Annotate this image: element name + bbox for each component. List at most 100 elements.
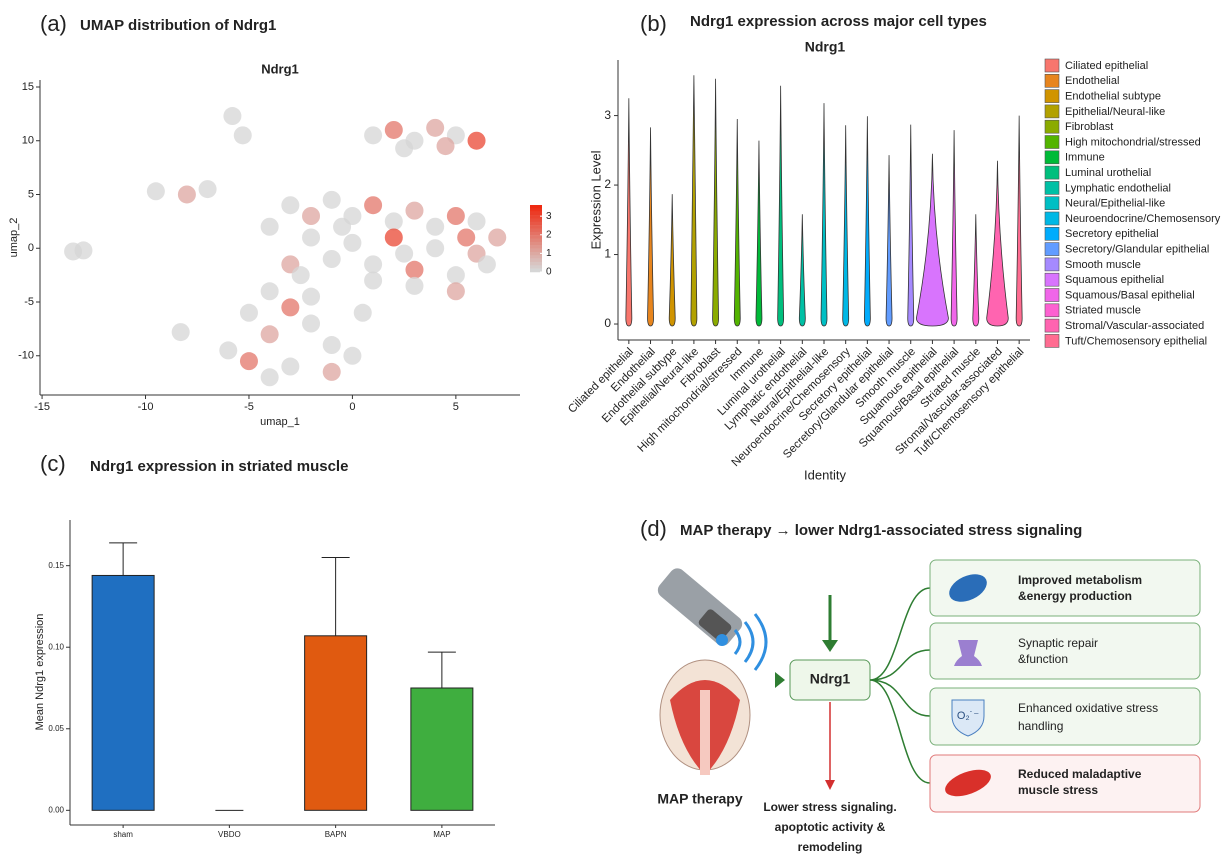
legend-label: Tuft/Chemosensory epithelial [1065, 335, 1207, 347]
x-tick-label: VBDO [218, 830, 241, 839]
point [343, 346, 362, 365]
x-axis-label: umap_1 [260, 416, 300, 428]
point [223, 107, 242, 126]
legend-swatch [1044, 334, 1060, 348]
point [281, 298, 300, 317]
violin [863, 116, 871, 327]
point [281, 357, 300, 376]
legend-label: Endothelial subtype [1065, 91, 1161, 103]
point [405, 201, 424, 220]
colorbar-label: 2 [546, 229, 552, 240]
y-tick-label: 5 [28, 188, 34, 200]
outcome: Lower stress signaling. [763, 800, 896, 814]
legend-label: Smooth muscle [1065, 259, 1141, 271]
colorbar-step [530, 265, 542, 269]
y-tick-label: 15 [22, 81, 34, 93]
violin [1015, 115, 1023, 327]
point [477, 255, 496, 274]
box-text: Enhanced oxidative stress [1018, 701, 1158, 715]
point [395, 139, 414, 158]
point [488, 228, 507, 247]
synapse-icon [954, 640, 982, 666]
legend-swatch [1044, 196, 1060, 210]
colorbar-step [530, 255, 542, 259]
y-axis-label: Expression Level [588, 150, 603, 249]
x-axis-label: Identity [804, 467, 846, 482]
legend-label: Squamous epithelial [1065, 274, 1164, 286]
point [302, 287, 321, 306]
violin [733, 119, 741, 327]
y-tick-label: 0.15 [48, 561, 64, 570]
point [177, 185, 196, 204]
colorbar-step [530, 261, 542, 266]
chart-subtitle: Ndrg1 [261, 61, 299, 76]
legend-label: Epithelial/Neural-like [1065, 106, 1165, 118]
colorbar-label: 1 [546, 248, 552, 259]
legend-swatch [1044, 89, 1060, 103]
outcome-box [929, 622, 1201, 680]
x-tick-label: 5 [453, 401, 459, 413]
source-label: MAP therapy [657, 791, 743, 807]
point [171, 323, 190, 342]
x-tick-label: -15 [34, 401, 50, 413]
box-text: Synaptic repair [1018, 636, 1098, 650]
y-tick-label: -10 [18, 350, 34, 362]
box-text: muscle stress [1018, 783, 1098, 797]
y-tick-label: 0.05 [48, 724, 64, 733]
violin [647, 127, 654, 327]
point [260, 368, 279, 387]
legend-label: Lymphatic endothelial [1065, 182, 1171, 194]
device-body [657, 568, 743, 646]
x-tick-label: 0 [349, 401, 355, 413]
colorbar-step [530, 215, 542, 219]
violin [798, 214, 806, 327]
colorbar-step [530, 205, 542, 209]
point [405, 276, 424, 295]
colorbar-step [530, 245, 542, 249]
legend-label: Luminal urothelial [1065, 167, 1151, 179]
point [426, 118, 445, 137]
y-tick-label: -5 [24, 296, 34, 308]
colorbar-label: 0 [546, 267, 552, 278]
legend-label: Immune [1065, 152, 1105, 164]
point [322, 250, 341, 269]
point [239, 352, 258, 371]
panel-label: (a) [40, 11, 67, 36]
panel-label: (d) [640, 516, 667, 541]
device-tip [716, 634, 728, 646]
legend-swatch [1044, 227, 1060, 241]
mitochondria-icon [949, 574, 987, 602]
y-tick-label: 2 [604, 177, 611, 191]
x-tick-label: -10 [138, 401, 154, 413]
point [457, 228, 476, 247]
y-tick-label: 0.10 [48, 642, 64, 651]
panel-label: (b) [640, 11, 667, 36]
outcome-box [929, 559, 1201, 617]
point [239, 303, 258, 322]
colorbar-step [530, 228, 542, 233]
y-tick-label: 0 [604, 316, 611, 330]
legend-label: Stromal/Vascular-associated [1065, 320, 1204, 332]
point [343, 233, 362, 252]
y-tick-label: 1 [604, 247, 611, 261]
bar [91, 574, 155, 811]
point [198, 180, 217, 199]
violin [712, 78, 719, 327]
point [146, 182, 165, 201]
y-axis-label: Mean Ndrg1 expression [34, 614, 46, 731]
point [74, 241, 93, 260]
point [281, 196, 300, 215]
y-tick-label: 0 [28, 242, 34, 254]
legend-label: High mitochondrial/stressed [1065, 136, 1201, 148]
chart-title: UMAP distribution of Ndrg1 [80, 17, 276, 34]
box-text: Improved metabolism [1018, 573, 1142, 587]
point [353, 303, 372, 322]
violin [907, 124, 915, 327]
legend-swatch [1044, 242, 1060, 256]
violin [972, 214, 980, 327]
box-text: handling [1018, 719, 1063, 733]
legend-label: Neuroendocrine/Chemosensory [1065, 213, 1221, 225]
colorbar-label: 3 [546, 211, 552, 222]
point [322, 190, 341, 209]
legend-label: Squamous/Basal epithelial [1065, 289, 1195, 301]
